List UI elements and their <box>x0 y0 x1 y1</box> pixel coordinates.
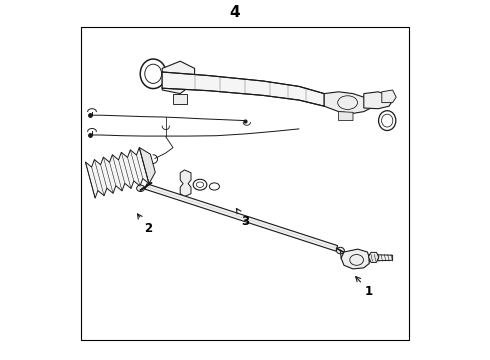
Text: 1: 1 <box>356 276 373 298</box>
Polygon shape <box>162 72 324 106</box>
Polygon shape <box>85 148 149 198</box>
Polygon shape <box>324 92 371 113</box>
Polygon shape <box>139 148 155 184</box>
Polygon shape <box>180 170 191 197</box>
Polygon shape <box>173 94 187 104</box>
Text: 3: 3 <box>237 208 249 228</box>
Polygon shape <box>339 112 353 121</box>
Bar <box>81 27 409 340</box>
Polygon shape <box>341 249 369 269</box>
Text: 4: 4 <box>229 5 240 20</box>
Polygon shape <box>382 90 396 103</box>
Ellipse shape <box>337 247 344 254</box>
Polygon shape <box>145 184 338 251</box>
Polygon shape <box>162 61 195 94</box>
Polygon shape <box>364 92 392 109</box>
Ellipse shape <box>137 185 145 192</box>
Polygon shape <box>369 255 392 261</box>
Text: 2: 2 <box>138 214 152 235</box>
Polygon shape <box>368 252 379 262</box>
